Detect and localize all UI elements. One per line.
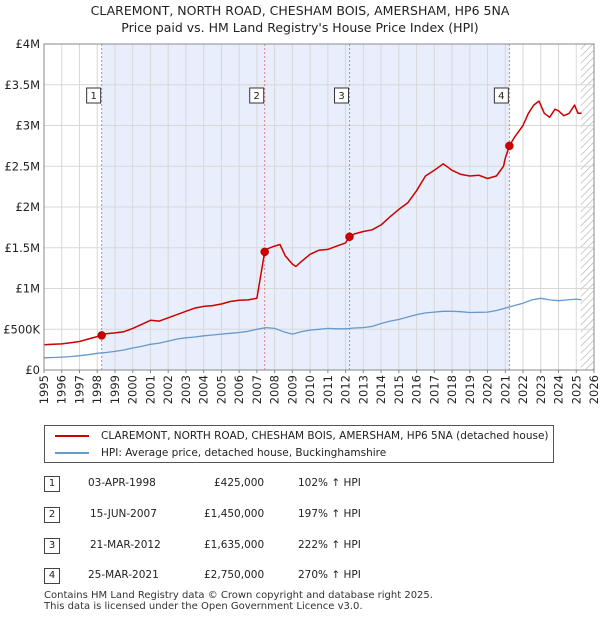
- x-tick-label: 1999: [108, 375, 122, 404]
- sale-point: [505, 141, 514, 151]
- sale-row: 2 15-JUN-2007 £1,450,000 197% ↑ HPI: [44, 507, 384, 523]
- legend-swatch-hpi: [55, 452, 89, 454]
- x-tick-label: 2021: [498, 375, 512, 404]
- sale-point: [260, 247, 269, 257]
- x-tick-label: 2006: [232, 375, 246, 404]
- legend-label-hpi: HPI: Average price, detached house, Buck…: [101, 447, 387, 459]
- sale-number: 1: [44, 476, 60, 492]
- x-tick-label: 2013: [356, 375, 370, 404]
- sale-price: £2,750,000: [204, 569, 265, 581]
- x-tick-label: 2019: [463, 375, 477, 404]
- sale-label: 4: [498, 91, 504, 102]
- x-tick-label: 2018: [445, 375, 459, 404]
- sale-number: 3: [44, 538, 60, 554]
- sale-number: 4: [44, 568, 60, 584]
- x-tick-label: 2016: [410, 375, 424, 404]
- x-tick-label: 2024: [552, 375, 566, 404]
- x-tick-label: 2003: [179, 375, 193, 404]
- sale-date: 21-MAR-2012: [90, 539, 161, 551]
- y-tick-label: £3M: [15, 119, 40, 133]
- sale-date: 03-APR-1998: [88, 477, 156, 489]
- y-tick-label: £4M: [15, 37, 40, 51]
- sale-label-box: [493, 87, 509, 104]
- x-tick-label: 2023: [534, 375, 548, 404]
- y-tick-label: £500K: [3, 322, 40, 336]
- y-tick-label: £3.5M: [4, 78, 40, 92]
- chart-title-line2: Price paid vs. HM Land Registry's House …: [121, 20, 479, 35]
- plot-frame: [43, 43, 595, 371]
- x-tick-label: 2014: [374, 375, 388, 404]
- x-tick-label: 2000: [126, 375, 140, 404]
- series-line-property: [43, 100, 582, 346]
- series-line-hpi: [43, 297, 582, 359]
- sale-label: 3: [338, 91, 344, 102]
- sale-row: 4 25-MAR-2021 £2,750,000 270% ↑ HPI: [44, 568, 384, 584]
- x-tick-label: 2011: [321, 375, 335, 404]
- x-tick-label: 2001: [143, 375, 157, 404]
- x-tick-label: 1995: [37, 375, 51, 404]
- sale-label-box: [334, 87, 350, 104]
- sale-hpi: 197% ↑ HPI: [298, 508, 361, 520]
- x-tick-label: 2010: [303, 375, 317, 404]
- footer-copyright: Contains HM Land Registry data © Crown c…: [44, 590, 433, 601]
- x-tick-label: 2004: [197, 375, 211, 404]
- sale-row: 3 21-MAR-2012 £1,635,000 222% ↑ HPI: [44, 538, 384, 554]
- chart-title-line1: CLAREMONT, NORTH ROAD, CHESHAM BOIS, AME…: [90, 3, 510, 18]
- y-tick-label: £0: [25, 363, 40, 377]
- x-tick-label: 1996: [55, 375, 69, 404]
- sale-price: £1,635,000: [204, 539, 265, 551]
- sale-price: £1,450,000: [204, 508, 265, 520]
- y-tick-label: £2M: [15, 200, 40, 214]
- y-tick-label: £2.5M: [4, 159, 40, 173]
- chart-legend: CLAREMONT, NORTH ROAD, CHESHAM BOIS, AME…: [44, 425, 554, 463]
- sale-price: £425,000: [214, 477, 265, 489]
- x-tick-label: 2009: [285, 375, 299, 404]
- legend-swatch-property: [55, 435, 89, 437]
- x-tick-label: 2007: [250, 375, 264, 404]
- x-tick-label: 2022: [516, 375, 530, 404]
- x-tick-label: 2012: [339, 375, 353, 404]
- sale-row: 1 03-APR-1998 £425,000 102% ↑ HPI: [44, 476, 384, 492]
- x-tick-label: 2005: [214, 375, 228, 404]
- legend-item-property: CLAREMONT, NORTH ROAD, CHESHAM BOIS, AME…: [55, 428, 549, 444]
- sale-hpi: 222% ↑ HPI: [298, 539, 361, 551]
- price-chart: 1 2 3 4 £0 £500K £1M £1.5M £2M £2.5M £3M £3.5M £4M 1…: [3, 37, 600, 404]
- sale-hpi: 270% ↑ HPI: [298, 569, 361, 581]
- y-tick-label: £1M: [15, 282, 40, 296]
- sale-point: [97, 331, 106, 340]
- x-tick-label: 2020: [481, 375, 495, 404]
- x-tick-label: 1998: [90, 375, 104, 404]
- x-tick-label: 2002: [161, 375, 175, 404]
- legend-item-hpi: HPI: Average price, detached house, Buck…: [55, 445, 386, 461]
- sale-label: 2: [254, 91, 260, 102]
- x-tick-label: 2008: [268, 375, 282, 404]
- sale-hpi: 102% ↑ HPI: [298, 477, 361, 489]
- x-tick-label: 1997: [72, 375, 86, 404]
- footer-licence: This data is licensed under the Open Gov…: [44, 601, 363, 612]
- x-tick-label: 2026: [587, 375, 600, 404]
- x-tick-label: 2025: [569, 375, 583, 404]
- x-tick-label: 2015: [392, 375, 406, 404]
- footer: Contains HM Land Registry data © Crown c…: [44, 590, 433, 612]
- sale-label: 1: [90, 91, 96, 102]
- legend-label-property: CLAREMONT, NORTH ROAD, CHESHAM BOIS, AME…: [101, 430, 549, 442]
- x-tick-label: 2017: [427, 375, 441, 404]
- sale-number: 2: [44, 507, 60, 523]
- sale-label-box: [86, 87, 102, 104]
- sale-date: 15-JUN-2007: [90, 508, 157, 520]
- sale-label-box: [249, 87, 265, 104]
- y-tick-label: £1.5M: [4, 241, 40, 255]
- sale-date: 25-MAR-2021: [88, 569, 159, 581]
- sale-point: [345, 232, 354, 241]
